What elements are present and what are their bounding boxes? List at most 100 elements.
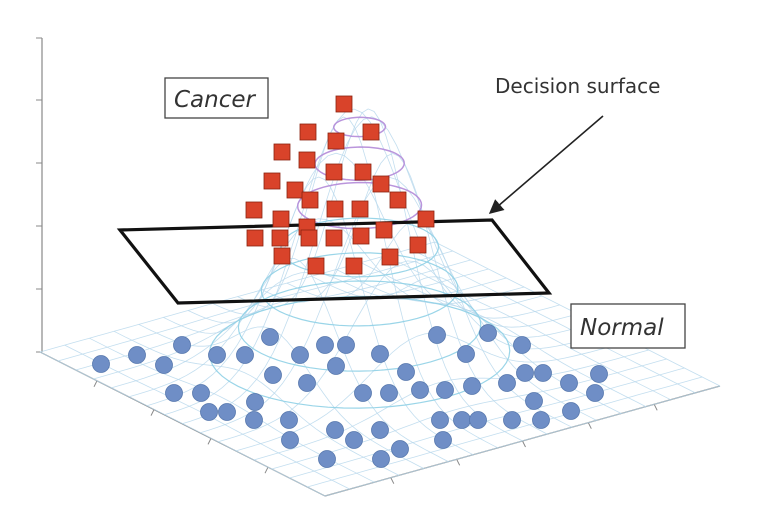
normal-point [155, 356, 173, 374]
normal-point [436, 381, 454, 399]
mesh-line-v [385, 255, 671, 401]
decision-plane [116, 218, 553, 305]
cancer-point [372, 175, 390, 193]
cancer-point [381, 248, 399, 266]
normal-point [173, 336, 191, 354]
normal-point [525, 392, 543, 410]
cancer-label: Cancer [174, 87, 257, 113]
normal-point [532, 411, 550, 429]
normal-point [345, 431, 363, 449]
normal-point [298, 374, 316, 392]
cancer-point [301, 191, 319, 209]
normal-point [513, 336, 531, 354]
cancer-point [246, 229, 264, 247]
normal-point [192, 384, 210, 402]
cancer-point [325, 163, 343, 181]
cancer-point [409, 236, 427, 254]
contour-ring [237, 280, 482, 372]
normal-point [463, 377, 481, 395]
normal-point [586, 384, 604, 402]
cancer-point [307, 257, 325, 275]
normal-point [469, 411, 487, 429]
normal-point [337, 336, 355, 354]
normal-point [560, 374, 578, 392]
mesh-line-u [39, 241, 436, 353]
normal-point [372, 450, 390, 468]
normal-point [516, 364, 534, 382]
y-tick [653, 404, 658, 411]
cancer-point [273, 143, 291, 161]
normal-point [291, 346, 309, 364]
mesh-line-u [217, 260, 614, 443]
normal-point [428, 326, 446, 344]
normal-point [503, 411, 521, 429]
x-tick [150, 409, 155, 416]
decision-surface-label: Decision surface [495, 74, 660, 98]
cancer-point [345, 257, 363, 275]
cancer-point [263, 172, 281, 190]
normal-point [200, 403, 218, 421]
normal-point [208, 346, 226, 364]
normal-point [92, 355, 110, 373]
cancer-point [335, 95, 353, 113]
cancer-point [352, 227, 370, 245]
normal-label-box [570, 303, 686, 349]
z-axis-ticks [36, 37, 42, 353]
normal-point [327, 357, 345, 375]
cancer-label-box [164, 77, 269, 119]
normal-point [411, 381, 429, 399]
normal-point [165, 384, 183, 402]
cancer-point [325, 229, 343, 247]
cancer-point [375, 221, 393, 239]
normal-point [397, 363, 415, 381]
mesh-line-u [324, 385, 721, 497]
mesh-line-u [164, 108, 560, 415]
normal-point [316, 336, 334, 354]
normal-point [380, 384, 398, 402]
normal-point [590, 365, 608, 383]
normal-point [354, 384, 372, 402]
decision-surface-arrow [488, 115, 604, 214]
x-axis-ticks [93, 380, 269, 474]
mesh-line-u [146, 152, 543, 407]
cancer-point [326, 200, 344, 218]
cancer-point [286, 181, 304, 199]
y-tick [587, 422, 592, 429]
cancer-point [298, 151, 316, 169]
normal-point [218, 403, 236, 421]
cancer-point [245, 201, 263, 219]
cancer-point [362, 123, 380, 141]
y-axis-ticks [390, 404, 658, 484]
normal-point [453, 411, 471, 429]
normal-point [280, 411, 298, 429]
cancer-point [272, 210, 290, 228]
contour-ring [260, 252, 459, 327]
normal-point [128, 346, 146, 364]
x-tick [264, 466, 269, 474]
cancer-point [351, 200, 369, 218]
normal-label: Normal [580, 315, 664, 341]
y-tick [522, 440, 526, 448]
normal-point [431, 411, 449, 429]
cancer-label-group: Cancer [164, 77, 269, 119]
normal-point [318, 450, 336, 468]
normal-point [457, 345, 475, 363]
normal-point [371, 421, 389, 439]
cancer-point [327, 132, 345, 150]
y-tick [390, 477, 395, 484]
cancer-point [299, 123, 317, 141]
normal-point [371, 345, 389, 363]
y-tick [456, 459, 461, 466]
normal-point [326, 421, 344, 439]
normal-point [264, 366, 282, 384]
normal-point [562, 402, 580, 420]
normal-point [261, 328, 279, 346]
normal-point [534, 364, 552, 382]
cancer-points [245, 95, 435, 275]
normal-points [92, 324, 608, 468]
cancer-point [271, 229, 289, 247]
cancer-point [300, 229, 318, 247]
x-tick [207, 438, 212, 445]
normal-point [246, 393, 264, 411]
